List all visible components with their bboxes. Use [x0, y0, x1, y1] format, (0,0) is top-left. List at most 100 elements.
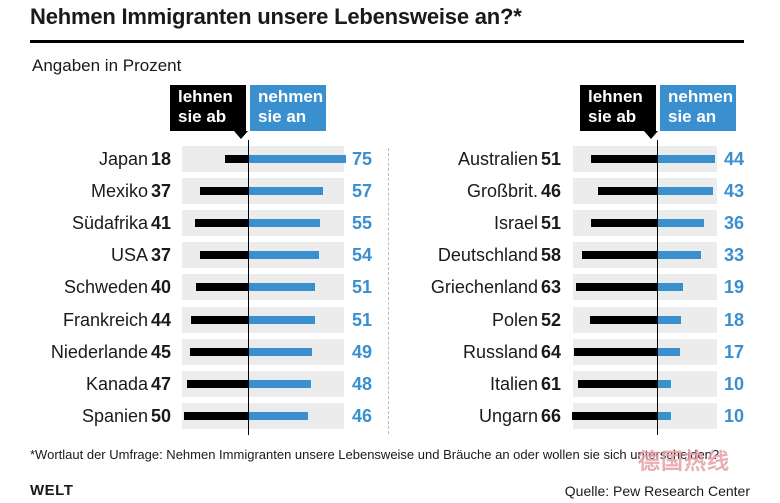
reject-bar — [189, 347, 248, 356]
reject-bar — [571, 411, 657, 420]
accept-value-label: 51 — [352, 309, 373, 330]
legend-reject-line1: lehnen — [588, 87, 643, 106]
accept-bar — [658, 411, 671, 420]
accept-value-label: 19 — [724, 277, 745, 298]
title-rule — [30, 40, 744, 43]
country-label: Deutschland — [437, 245, 538, 266]
chart-subtitle: Angaben in Prozent — [32, 56, 182, 75]
accept-value-label: 49 — [352, 341, 373, 362]
reject-bar — [575, 283, 657, 292]
accept-bar — [249, 411, 309, 420]
reject-value-label: 37 — [151, 245, 172, 266]
accept-bar — [658, 283, 683, 292]
country-label: USA — [110, 245, 148, 266]
accept-value-label: 33 — [724, 245, 745, 266]
reject-value-label: 46 — [541, 181, 562, 202]
reject-value-label: 63 — [541, 277, 562, 298]
accept-value-label: 57 — [352, 181, 373, 202]
legend-accept-line2: sie an — [258, 107, 307, 126]
reject-bar — [591, 155, 657, 163]
accept-value-label: 51 — [352, 277, 373, 298]
country-label: Israel — [493, 213, 538, 234]
country-label: Spanien — [81, 405, 148, 426]
country-label: Italien — [489, 373, 538, 394]
country-label: Russland — [462, 341, 538, 362]
reject-value-label: 61 — [541, 373, 562, 394]
reject-value-label: 52 — [541, 309, 562, 330]
accept-value-label: 43 — [724, 181, 745, 202]
reject-bar — [183, 411, 248, 420]
reject-bar — [195, 219, 248, 228]
accept-bar — [249, 155, 346, 163]
accept-bar — [249, 251, 319, 260]
reject-bar — [191, 315, 248, 324]
reject-value-label: 40 — [151, 277, 172, 298]
accept-value-label: 75 — [352, 149, 373, 169]
welt-logo: WELT — [30, 482, 74, 499]
reject-value-label: 47 — [151, 373, 172, 394]
legend-reject-line2: sie ab — [588, 107, 637, 126]
accept-value-label: 10 — [724, 373, 745, 394]
legend-reject-left: lehnen sie ab — [170, 85, 246, 131]
country-label: Kanada — [85, 373, 148, 394]
country-label: Niederlande — [50, 341, 148, 362]
accept-value-label: 10 — [724, 405, 745, 426]
reject-bar — [200, 187, 248, 196]
reject-value-label: 51 — [541, 149, 562, 169]
legend-accept-left: nehmen sie an — [250, 85, 326, 131]
reject-bar — [187, 379, 248, 388]
country-label: Großbrit. — [466, 181, 538, 202]
reject-bar — [591, 219, 657, 228]
reject-value-label: 50 — [151, 405, 172, 426]
reject-value-label: 45 — [151, 341, 172, 362]
legend-accept-line1: nehmen — [668, 87, 734, 106]
accept-bar — [658, 155, 715, 163]
accept-bar — [658, 379, 671, 388]
legend-reject-pointer-left — [234, 131, 248, 139]
country-label: Griechenland — [430, 277, 538, 298]
country-label: Japan — [98, 149, 148, 169]
reject-value-label: 66 — [541, 405, 562, 426]
country-label: Schweden — [63, 277, 148, 298]
accept-value-label: 17 — [724, 341, 745, 362]
accept-bar — [658, 347, 680, 356]
reject-bar — [582, 251, 657, 260]
reject-bar — [578, 379, 657, 388]
accept-value-label: 54 — [352, 245, 373, 266]
accept-value-label: 55 — [352, 213, 373, 234]
country-label: Ungarn — [478, 405, 538, 426]
reject-value-label: 64 — [541, 341, 562, 362]
panel-divider — [388, 148, 389, 434]
reject-bar — [589, 315, 657, 324]
reject-bar — [597, 187, 657, 196]
legend-reject-line1: lehnen — [178, 87, 233, 106]
accept-bar — [249, 219, 320, 228]
legend-accept-right: nehmen sie an — [660, 85, 736, 131]
accept-bar — [249, 315, 315, 324]
watermark: 德国热线 — [638, 449, 731, 474]
center-axis — [657, 140, 658, 435]
reject-value-label: 41 — [151, 213, 172, 234]
legend-reject-pointer-right — [644, 131, 658, 139]
legend-accept-line2: sie an — [668, 107, 717, 126]
legend-reject-right: lehnen sie ab — [580, 85, 656, 131]
accept-value-label: 44 — [724, 149, 745, 169]
reject-bar — [574, 347, 657, 356]
accept-bar — [658, 315, 682, 324]
country-label: Polen — [491, 309, 538, 330]
reject-value-label: 37 — [151, 181, 172, 202]
accept-bar — [249, 379, 311, 388]
country-label: Australien — [457, 149, 538, 169]
reject-bar — [224, 155, 248, 163]
chart-title: Nehmen Immigranten unsere Lebensweise an… — [30, 4, 522, 29]
source-credit: Quelle: Pew Research Center — [564, 483, 750, 499]
legend-reject-line2: sie ab — [178, 107, 227, 126]
accept-bar — [658, 187, 714, 196]
accept-bar — [249, 347, 313, 356]
reject-bar — [196, 283, 248, 292]
center-axis — [248, 140, 249, 435]
reject-value-label: 51 — [541, 213, 562, 234]
accept-value-label: 48 — [352, 373, 373, 394]
reject-value-label: 18 — [151, 149, 172, 169]
accept-value-label: 46 — [352, 405, 373, 426]
